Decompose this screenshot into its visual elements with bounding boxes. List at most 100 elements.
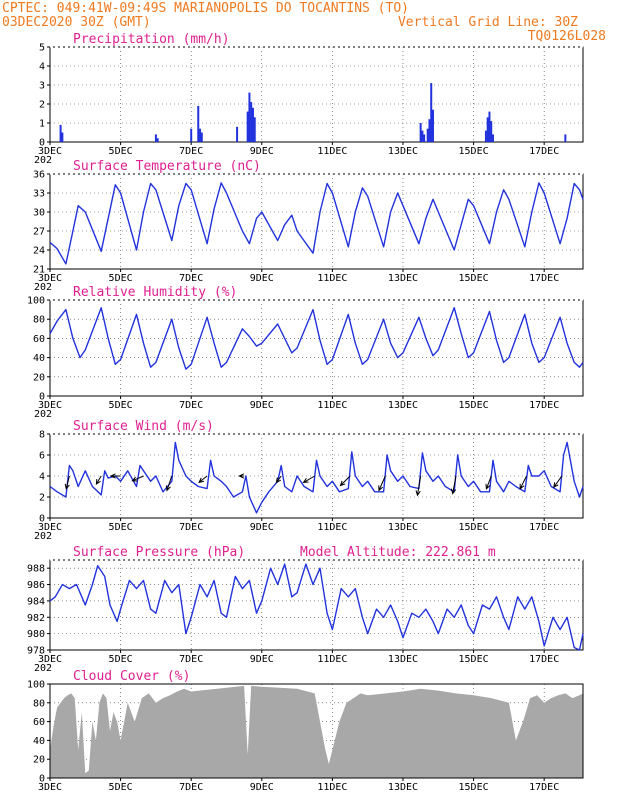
temp-title: Surface Temperature (nC) xyxy=(73,159,261,174)
cloud-xtick-label: 15DEC xyxy=(459,782,489,793)
temp-panel: 21 24 27 30 33 36 3DEC 5DEC 7DEC 9DEC 11DEC 13DEC 15… xyxy=(33,159,584,293)
pressure-year-label: 202 xyxy=(34,663,52,674)
cloud-ytick-label: 80 xyxy=(33,698,45,709)
wind-vector-arrow xyxy=(64,475,70,490)
pressure-xtick-label: 17DEC xyxy=(529,654,559,665)
pressure-frame xyxy=(49,559,584,651)
wind-ytick-label: 4 xyxy=(39,472,45,483)
precip-xtick-label: 5DEC xyxy=(109,146,133,157)
pressure-xtick-label: 5DEC xyxy=(109,654,133,665)
wind-year-label: 202 xyxy=(34,531,52,542)
wind-xtick-label: 17DEC xyxy=(529,522,559,533)
rh-xtick-label: 11DEC xyxy=(317,400,347,411)
wind-vector-arrow xyxy=(109,473,121,479)
precip-bar xyxy=(253,117,256,142)
cloud-ytick-label: 60 xyxy=(33,717,45,728)
wind-vector-arrow xyxy=(519,475,527,490)
wind-vector-arrow xyxy=(95,475,102,485)
temp-ytick-label: 24 xyxy=(33,246,45,257)
rh-ytick-label: 0 xyxy=(39,392,45,403)
temp-xtick-label: 9DEC xyxy=(250,273,274,284)
precip-bar xyxy=(490,121,493,142)
rh-xtick-label: 7DEC xyxy=(179,400,203,411)
precip-bar xyxy=(421,130,424,142)
precip-bar xyxy=(197,105,200,142)
pressure-series-line xyxy=(49,563,584,651)
precip-ytick-label: 5 xyxy=(39,43,45,54)
precip-bar xyxy=(251,107,254,142)
panels: 0 1 2 3 4 5 3DEC 5DEC 7DEC 9DEC 11DEC 13DEC 15DEC 17D… xyxy=(27,32,584,793)
wind-vector-arrow xyxy=(275,475,282,484)
header-grid-line: Vertical Grid Line: 30Z xyxy=(398,15,578,30)
precip-bar xyxy=(486,117,489,142)
pressure-xtick-label: 15DEC xyxy=(459,654,489,665)
precip-bar xyxy=(491,134,494,142)
precip-bar xyxy=(190,128,193,142)
wind-xtick-label: 13DEC xyxy=(388,522,418,533)
precip-bar xyxy=(484,130,487,142)
rh-xtick-label: 3DEC xyxy=(38,400,62,411)
temp-series-line xyxy=(49,182,584,265)
cloud-xtick-label: 5DEC xyxy=(109,782,133,793)
temp-ytick-label: 27 xyxy=(33,227,45,238)
precip-ytick-label: 2 xyxy=(39,100,45,111)
wind-vector-arrow xyxy=(198,475,208,484)
wind-vector-arrow xyxy=(378,475,386,492)
precip-xtick-label: 17DEC xyxy=(529,146,559,157)
pressure-ytick-label: 978 xyxy=(27,646,45,657)
wind-vector-arrow xyxy=(450,475,457,495)
wind-xtick-label: 3DEC xyxy=(38,522,62,533)
precip-ytick-label: 3 xyxy=(39,81,45,92)
cloud-frame-over xyxy=(49,683,584,779)
wind-xtick-label: 5DEC xyxy=(109,522,133,533)
rh-series-line xyxy=(49,307,584,370)
rh-xtick-label: 13DEC xyxy=(388,400,418,411)
precip-ytick-label: 1 xyxy=(39,119,45,130)
wind-panel: 0 2 4 6 8 3DEC 5DEC 7DEC 9DEC 11DEC 13DEC 15DEC 17DE… xyxy=(34,419,584,542)
wind-vector-arrow xyxy=(238,473,245,479)
wind-ytick-label: 0 xyxy=(39,514,45,525)
temp-ytick-label: 30 xyxy=(33,208,45,219)
cloud-area xyxy=(50,685,583,778)
cloud-xtick-label: 3DEC xyxy=(38,782,62,793)
pressure-ytick-label: 986 xyxy=(27,580,45,591)
precip-xtick-label: 9DEC xyxy=(250,146,274,157)
precip-bar xyxy=(564,134,567,142)
precip-ytick-label: 4 xyxy=(39,62,45,73)
wind-vector-arrow xyxy=(131,475,144,482)
rh-xtick-label: 15DEC xyxy=(459,400,489,411)
wind-xtick-label: 11DEC xyxy=(317,522,347,533)
pressure-panel: 978 980 982 984 986 988 3DEC 5DEC 7DEC 9DEC 11DEC 1… xyxy=(27,545,584,674)
header-run-time: 03DEC2020 30Z (GMT) xyxy=(2,15,151,30)
rh-ytick-label: 100 xyxy=(27,296,45,307)
cloud-ytick-label: 0 xyxy=(39,774,45,785)
cloud-xtick-label: 9DEC xyxy=(250,782,274,793)
pressure-xtick-label: 3DEC xyxy=(38,654,62,665)
wind-vector-arrow xyxy=(165,475,173,492)
precip-xtick-label: 3DEC xyxy=(38,146,62,157)
cloud-ytick-label: 40 xyxy=(33,736,45,747)
header-model: TQ0126L028 xyxy=(528,29,606,44)
rh-frame xyxy=(49,299,584,397)
temp-xtick-label: 13DEC xyxy=(388,273,418,284)
rh-ytick-label: 60 xyxy=(33,334,45,345)
precip-bar xyxy=(250,102,253,142)
precip-bar xyxy=(430,83,433,142)
temp-xtick-label: 5DEC xyxy=(109,273,133,284)
header-station: CPTEC: 049:41W-09:49S MARIANOPOLIS DO TO… xyxy=(2,1,409,16)
wind-vector-arrow xyxy=(485,475,492,490)
temp-ytick-label: 36 xyxy=(33,170,45,181)
temp-year-label: 202 xyxy=(34,282,52,293)
wind-vector-arrow xyxy=(415,475,422,497)
wind-vector-arrow xyxy=(339,475,351,487)
temp-xtick-label: 3DEC xyxy=(38,273,62,284)
precip-title: Precipitation (mm/h) xyxy=(73,32,230,47)
precip-bar xyxy=(426,128,429,142)
temp-ytick-label: 21 xyxy=(33,265,45,276)
wind-ytick-label: 2 xyxy=(39,493,45,504)
temp-xtick-label: 11DEC xyxy=(317,273,347,284)
precip-bar xyxy=(428,119,431,142)
rh-ytick-label: 80 xyxy=(33,315,45,326)
temp-xtick-label: 15DEC xyxy=(459,273,489,284)
